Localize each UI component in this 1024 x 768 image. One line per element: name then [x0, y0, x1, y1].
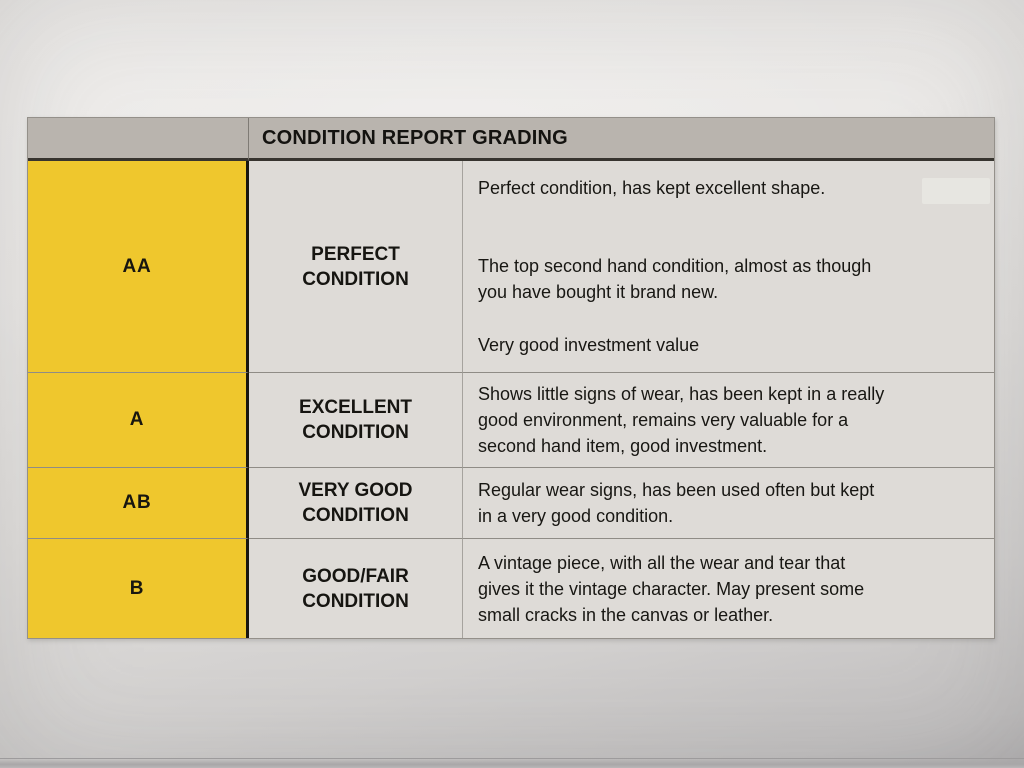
condition-grading-table: CONDITION REPORT GRADING AA PERFECT COND…: [27, 117, 995, 639]
description-cell-aa: Perfect condition, has kept excellent sh…: [463, 161, 994, 373]
description-paragraph: The top second hand condition, almost as…: [478, 256, 872, 302]
photo-bottom-edge: [0, 758, 1024, 768]
condition-cell-b: GOOD/FAIR CONDITION: [249, 539, 463, 638]
condition-cell-ab: VERY GOOD CONDITION: [249, 468, 463, 539]
description-paragraph: Perfect condition, has kept excellent sh…: [478, 178, 826, 198]
grade-cell-a: A: [28, 373, 249, 468]
description-paragraph: Shows little signs of wear, has been kep…: [478, 384, 885, 456]
grade-cell-b: B: [28, 539, 249, 638]
description-paragraph: Regular wear signs, has been used often …: [478, 480, 875, 526]
condition-cell-a: EXCELLENT CONDITION: [249, 373, 463, 468]
description-cell-ab: Regular wear signs, has been used often …: [463, 468, 994, 539]
description-paragraph: Very good investment value: [478, 335, 700, 355]
description-cell-b: A vintage piece, with all the wear and t…: [463, 539, 994, 638]
condition-cell-aa: PERFECT CONDITION: [249, 161, 463, 373]
table-header-grade-cell: [28, 118, 249, 161]
grade-cell-aa: AA: [28, 161, 249, 373]
description-cell-a: Shows little signs of wear, has been kep…: [463, 373, 994, 468]
table-title: CONDITION REPORT GRADING: [249, 118, 994, 161]
grade-cell-ab: AB: [28, 468, 249, 539]
description-paragraph: A vintage piece, with all the wear and t…: [478, 552, 865, 625]
